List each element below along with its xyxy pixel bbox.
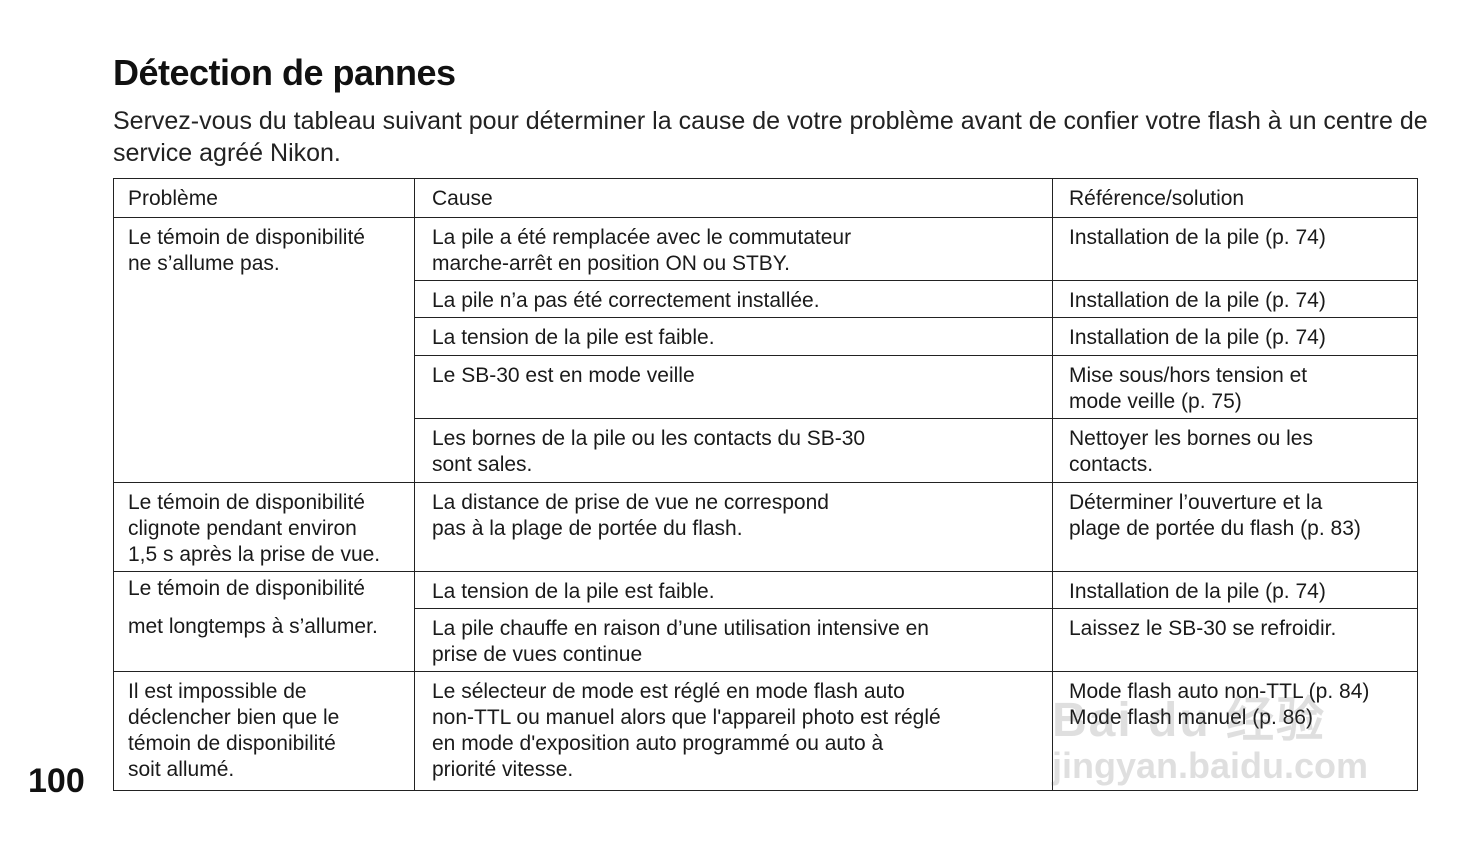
cause-cell: La pile chauffe en raison d’une utilisat… <box>414 608 1053 672</box>
cause-cell: La pile n’a pas été correctement install… <box>414 280 1053 318</box>
cause-cell: Les bornes de la pile ou les contacts du… <box>414 418 1053 483</box>
intro-paragraph: Servez-vous du tableau suivant pour déte… <box>113 107 1428 167</box>
header-cause: Cause <box>414 178 1053 218</box>
problem-cell: Le témoin de disponibilité ne s’allume p… <box>113 217 415 483</box>
cause-cell: La pile a été remplacée avec le commutat… <box>414 217 1053 281</box>
cause-cell: La distance de prise de vue ne correspon… <box>414 482 1053 572</box>
table-row: La tension de la pile est faible. Install… <box>114 317 1418 356</box>
page-number: 100 <box>28 762 85 800</box>
problem-cell: Le témoin de disponibilité clignote pend… <box>113 482 415 572</box>
table-row: La pile n’a pas été correctement install… <box>114 280 1418 318</box>
problem-cell: Le témoin de disponibilité met longtemps… <box>113 571 415 672</box>
table-row: La pile chauffe en raison d’une utilisat… <box>114 608 1418 672</box>
reference-cell: Mode flash auto non-TTL (p. 84) Mode fla… <box>1052 671 1418 791</box>
table-row: Le témoin de disponibilité met longtemps… <box>113 571 1418 672</box>
page-title: Détection de pannes <box>113 52 456 93</box>
reference-cell: Installation de la pile (p. 74) <box>1052 280 1418 318</box>
cause-cell: Le sélecteur de mode est réglé en mode f… <box>414 671 1053 791</box>
reference-cell: Installation de la pile (p. 74) <box>1052 571 1418 609</box>
reference-cell: Installation de la pile (p. 74) <box>1052 317 1418 356</box>
table-header-row: Problème Cause Référence/solution <box>113 178 1418 218</box>
cause-cell: La tension de la pile est faible. <box>414 571 1053 609</box>
troubleshooting-table: Problème Cause Référence/solution Le tém… <box>113 178 1418 791</box>
reference-cell: Installation de la pile (p. 74) <box>1052 217 1418 281</box>
table-row: Le témoin de disponibilité ne s’allume p… <box>113 217 1418 483</box>
cause-cell: La tension de la pile est faible. <box>414 317 1053 356</box>
problem-cell: Il est impossible de déclencher bien que… <box>113 671 415 791</box>
cause-cell: Le SB-30 est en mode veille <box>414 355 1053 419</box>
table-row: Le SB-30 est en mode veille Mise sous/hor… <box>114 355 1418 419</box>
header-problem: Problème <box>113 178 415 218</box>
table-row: Le témoin de disponibilité clignote pend… <box>113 482 1418 572</box>
reference-cell: Nettoyer les bornes ou les contacts. <box>1052 418 1418 483</box>
table-row: Les bornes de la pile ou les contacts du… <box>114 418 1418 483</box>
table-row: Il est impossible de déclencher bien que… <box>113 671 1418 791</box>
reference-cell: Déterminer l’ouverture et la plage de po… <box>1052 482 1418 572</box>
reference-cell: Mise sous/hors tension et mode veille (p… <box>1052 355 1418 419</box>
reference-cell: Laissez le SB-30 se refroidir. <box>1052 608 1418 672</box>
header-reference: Référence/solution <box>1052 178 1418 218</box>
